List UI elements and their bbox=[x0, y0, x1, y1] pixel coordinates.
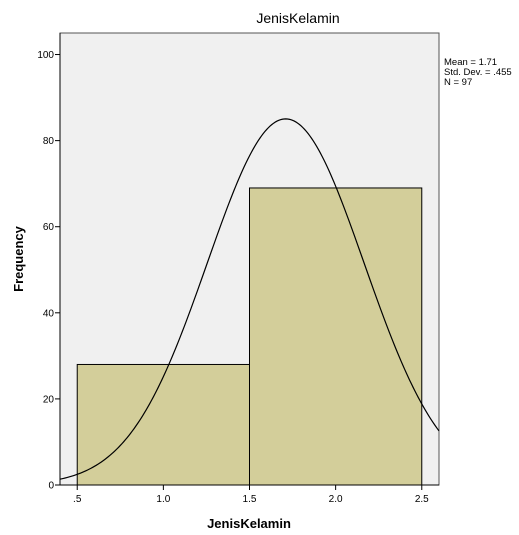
y-tick-label: 60 bbox=[43, 222, 55, 233]
y-tick-label: 0 bbox=[48, 481, 54, 492]
x-axis-title: JenisKelamin bbox=[207, 516, 291, 531]
normal-curve bbox=[59, 118, 440, 480]
y-tick-label: 20 bbox=[43, 394, 55, 405]
y-tick-label: 40 bbox=[43, 308, 55, 319]
x-tick-label: 1.0 bbox=[156, 494, 170, 505]
x-tick-label: 2.0 bbox=[329, 494, 343, 505]
stats-line: Mean = 1.71 bbox=[444, 57, 497, 68]
stats-line: Std. Dev. = .455 bbox=[444, 67, 512, 78]
x-axis: .5 1.0 1.5 2.0 2.5 bbox=[60, 484, 439, 505]
bar-2 bbox=[249, 187, 423, 486]
x-tick-label: 1.5 bbox=[243, 494, 257, 505]
y-tick-label: 80 bbox=[43, 136, 55, 147]
stats-line: N = 97 bbox=[444, 77, 472, 88]
x-tick-label: .5 bbox=[73, 494, 82, 505]
x-tick-label: 2.5 bbox=[415, 494, 429, 505]
y-axis: 0 20 40 60 80 100 bbox=[37, 33, 61, 492]
chart-title: JenisKelamin bbox=[256, 10, 339, 26]
y-tick-label: 100 bbox=[37, 50, 54, 61]
bars bbox=[76, 187, 423, 486]
bar-1 bbox=[76, 363, 250, 486]
y-axis-title: Frequency bbox=[11, 225, 26, 292]
